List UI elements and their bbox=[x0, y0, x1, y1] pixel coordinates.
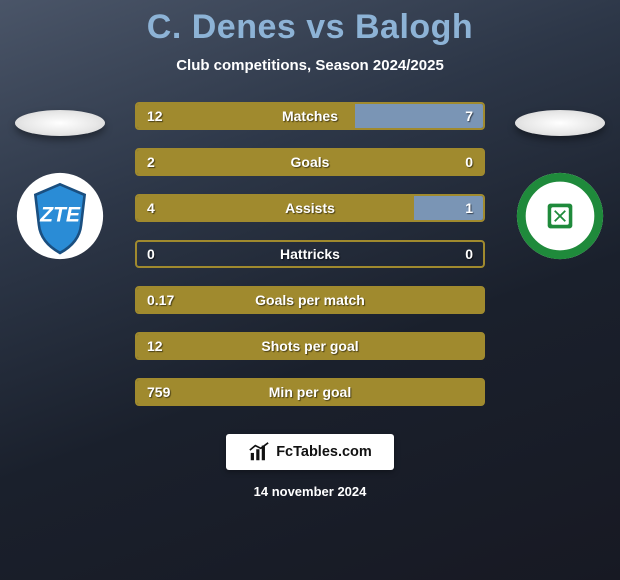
stat-value-left: 759 bbox=[147, 384, 170, 400]
stat-label: Hattricks bbox=[280, 246, 340, 262]
stat-value-left: 12 bbox=[147, 108, 163, 124]
subtitle: Club competitions, Season 2024/2025 bbox=[0, 57, 620, 74]
stat-row: 12 Shots per goal bbox=[135, 332, 485, 360]
stats-container: 12 Matches 7 2 Goals 0 4 Assists 1 0 Hattricks 0 0.1… bbox=[135, 102, 485, 406]
stat-value-left: 12 bbox=[147, 338, 163, 354]
stat-label: Min per goal bbox=[269, 384, 351, 400]
stat-row: 0.17 Goals per match bbox=[135, 286, 485, 314]
stat-value-left: 0 bbox=[147, 246, 155, 262]
stat-label: Shots per goal bbox=[261, 338, 358, 354]
brand-badge: FcTables.com bbox=[226, 434, 394, 470]
stat-value-right: 1 bbox=[465, 200, 473, 216]
stat-label: Goals per match bbox=[255, 292, 365, 308]
page-title: C. Denes vs Balogh bbox=[0, 0, 620, 47]
stat-value-right: 7 bbox=[465, 108, 473, 124]
stat-row: 0 Hattricks 0 bbox=[135, 240, 485, 268]
stat-label: Matches bbox=[282, 108, 338, 124]
stat-label: Assists bbox=[285, 200, 335, 216]
footer-date: 14 november 2024 bbox=[0, 484, 620, 499]
bar-left bbox=[137, 196, 414, 220]
brand-text: FcTables.com bbox=[276, 444, 372, 460]
stat-value-right: 0 bbox=[465, 154, 473, 170]
stat-value-right: 0 bbox=[465, 246, 473, 262]
stat-row: 12 Matches 7 bbox=[135, 102, 485, 130]
stat-value-left: 2 bbox=[147, 154, 155, 170]
bar-right bbox=[355, 104, 483, 128]
stat-value-left: 4 bbox=[147, 200, 155, 216]
chart-icon bbox=[248, 441, 270, 463]
stat-row: 759 Min per goal bbox=[135, 378, 485, 406]
stat-row: 4 Assists 1 bbox=[135, 194, 485, 222]
stat-value-left: 0.17 bbox=[147, 292, 174, 308]
stat-row: 2 Goals 0 bbox=[135, 148, 485, 176]
stat-label: Goals bbox=[291, 154, 330, 170]
